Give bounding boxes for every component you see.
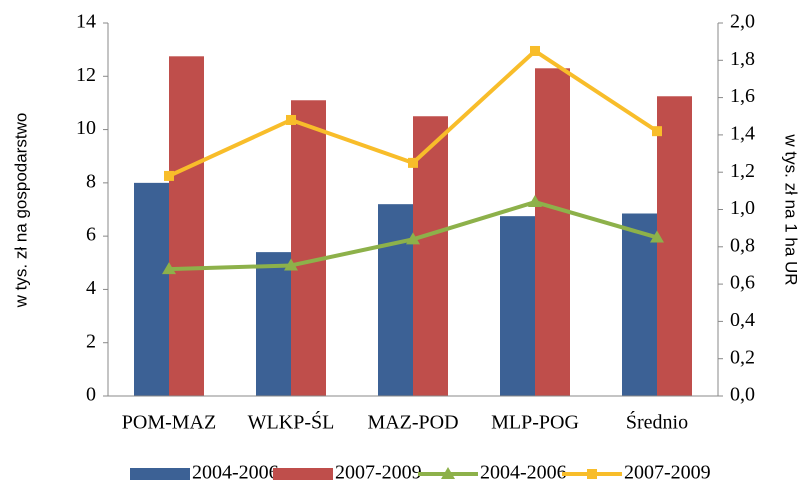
y2-tick-label: 0,6	[730, 272, 755, 294]
bar	[535, 68, 570, 397]
legend-swatch	[273, 468, 333, 480]
line-marker	[652, 126, 662, 137]
line-marker	[408, 157, 418, 168]
bar	[500, 216, 535, 396]
legend-label: 2004-2006	[192, 462, 279, 484]
y-tick-label: 8	[86, 170, 96, 192]
bar	[378, 204, 413, 396]
legend-marker	[441, 467, 455, 479]
y2-tick-label: 1,4	[730, 122, 755, 144]
y-tick-label: 6	[86, 224, 96, 246]
bar	[622, 213, 657, 396]
y2-tick-label: 0,0	[730, 384, 755, 406]
line-marker	[286, 114, 296, 125]
line-marker	[284, 258, 298, 271]
line-marker	[162, 262, 176, 275]
y-tick-label: 14	[76, 11, 96, 33]
y-tick-label: 0	[86, 384, 96, 406]
bar	[256, 252, 291, 396]
x-tick-label: MLP-POG	[491, 412, 579, 434]
y2-axis-label: w tys. zł na 1 ha UR	[782, 133, 801, 285]
x-tick-label: Średnio	[626, 410, 688, 434]
legend-label: 2007-2009	[335, 462, 422, 484]
bar	[291, 100, 326, 396]
legend-label: 2007-2009	[624, 462, 711, 484]
y-tick-label: 10	[76, 117, 96, 139]
bar	[134, 182, 169, 396]
y2-tick-label: 2,0	[730, 11, 755, 33]
y2-tick-label: 1,2	[730, 160, 755, 182]
x-tick-label: WLKP-ŚL	[248, 410, 335, 434]
line-marker	[530, 45, 540, 56]
y2-tick-label: 0,4	[730, 309, 755, 331]
y2-tick-label: 1,8	[730, 48, 755, 70]
line-marker	[164, 170, 174, 181]
bar	[169, 56, 204, 397]
line-marker	[650, 230, 664, 243]
y-tick-label: 12	[76, 64, 96, 86]
line-marker	[528, 195, 542, 208]
y2-tick-label: 1,0	[730, 197, 755, 219]
y2-tick-label: 0,2	[730, 346, 755, 368]
y-axis-label: w tys. zł na gospodarstwo	[11, 113, 30, 309]
x-tick-label: MAZ-POD	[367, 412, 458, 434]
y2-tick-label: 1,6	[730, 85, 755, 107]
y2-tick-label: 0,8	[730, 234, 755, 256]
y-tick-label: 4	[86, 277, 96, 299]
bar	[413, 116, 448, 396]
y-tick-label: 2	[86, 330, 96, 352]
legend-label: 2004-2006	[480, 462, 567, 484]
bar	[657, 96, 692, 397]
legend-swatch	[130, 468, 190, 480]
x-tick-label: POM-MAZ	[122, 412, 216, 434]
line-marker	[406, 232, 420, 245]
legend-marker	[587, 469, 597, 479]
